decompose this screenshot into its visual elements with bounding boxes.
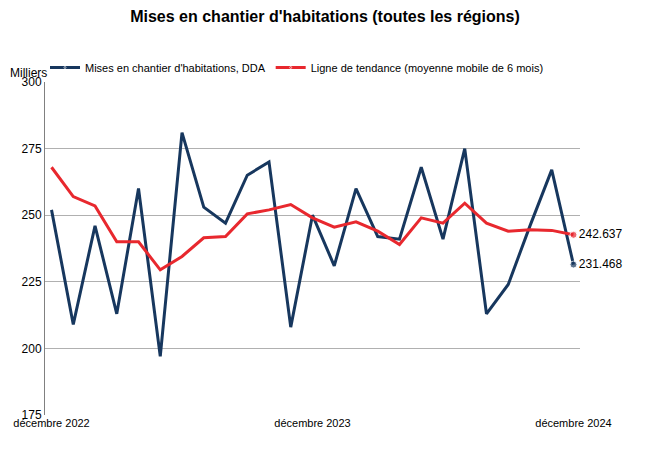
svg-text:300: 300 bbox=[22, 75, 42, 89]
svg-text:250: 250 bbox=[22, 208, 42, 222]
svg-text:Mises en chantier d'habitation: Mises en chantier d'habitations (toutes … bbox=[130, 8, 520, 25]
svg-text:Ligne de tendance (moyenne mob: Ligne de tendance (moyenne mobile de 6 m… bbox=[311, 62, 543, 74]
svg-text:275: 275 bbox=[22, 142, 42, 156]
svg-text:175: 175 bbox=[22, 408, 42, 422]
svg-text:242.637: 242.637 bbox=[579, 227, 623, 241]
svg-text:225: 225 bbox=[22, 275, 42, 289]
svg-text:200: 200 bbox=[22, 342, 42, 356]
svg-text:Milliers: Milliers bbox=[10, 66, 47, 80]
svg-text:231.468: 231.468 bbox=[579, 257, 623, 271]
svg-text:décembre 2024: décembre 2024 bbox=[535, 417, 611, 429]
svg-text:Mises en chantier d'habitation: Mises en chantier d'habitations, DDA bbox=[85, 62, 266, 74]
svg-text:décembre 2023: décembre 2023 bbox=[274, 417, 350, 429]
svg-text:décembre 2022: décembre 2022 bbox=[13, 417, 89, 429]
